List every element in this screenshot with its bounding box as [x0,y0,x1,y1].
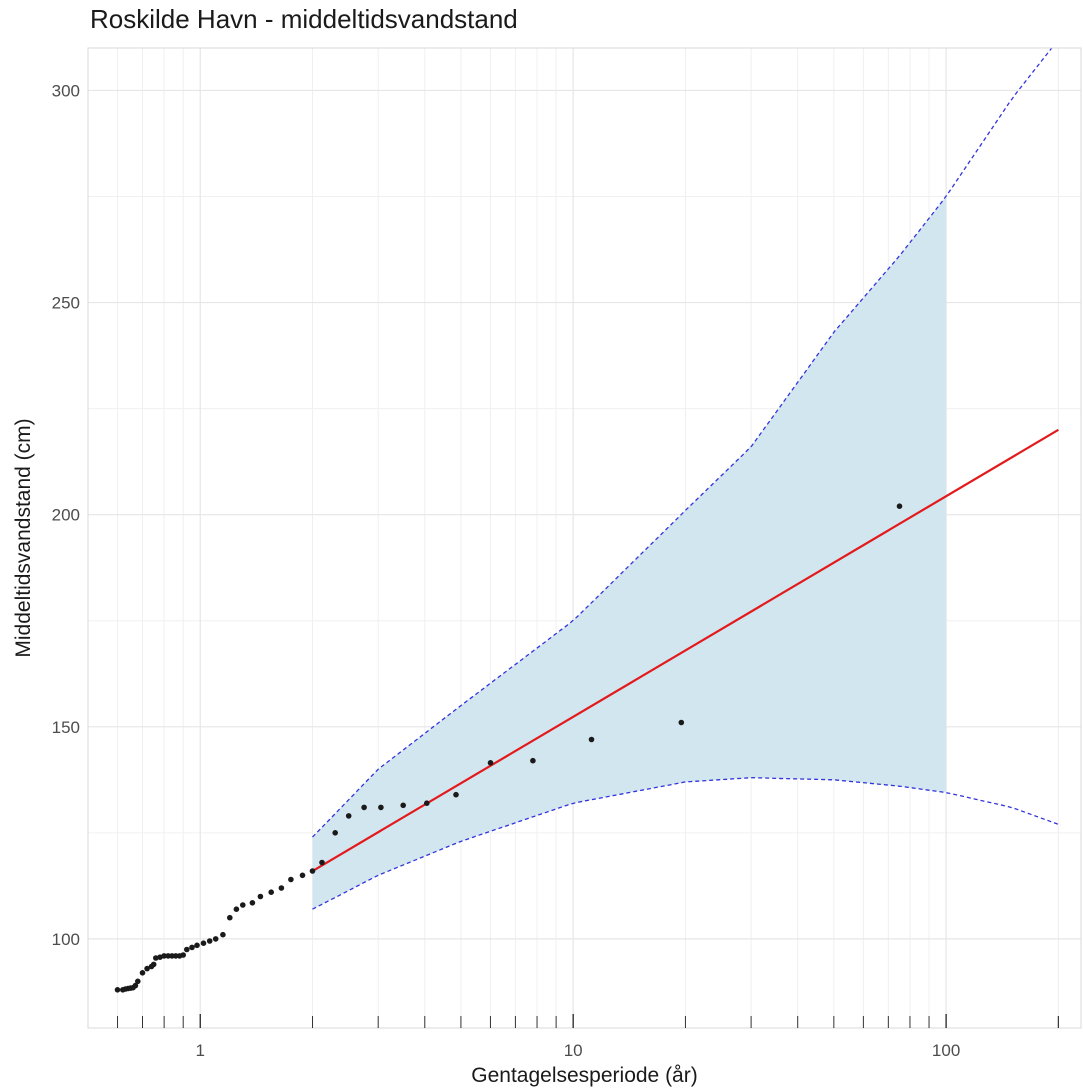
y-tick-label: 200 [52,506,80,525]
data-point [150,961,157,968]
data-point [144,965,150,972]
y-tick-label: 100 [52,930,80,949]
data-point [309,868,316,874]
y-tick-label: 300 [52,81,80,100]
data-point [487,760,494,766]
x-tick-label: 100 [932,1041,960,1060]
x-tick-label: 1 [196,1041,205,1060]
data-point [189,944,195,951]
data-point [153,955,159,961]
data-point [200,940,207,946]
data-point [220,931,226,938]
point-layer [114,503,903,993]
data-point [165,953,171,959]
fit-line [311,428,1059,872]
data-point [332,830,339,836]
data-point [114,987,121,993]
ci-upper-line [312,48,1053,838]
data-point [184,946,190,953]
data-point [361,804,367,811]
data-point [132,982,139,989]
data-point [257,893,264,900]
data-point [135,978,141,985]
data-point [400,802,407,809]
data-point [288,876,294,883]
data-point [194,942,200,949]
data-point [319,859,325,866]
data-point [206,938,213,944]
y-tick-label: 150 [52,718,80,737]
data-point [278,885,285,891]
data-point [227,914,233,921]
data-point [588,736,595,743]
chart-title: Roskilde Havn - middeltidsvandstand [90,4,518,34]
data-point [233,906,240,912]
ci-band-layer [312,196,947,910]
data-point [345,813,352,819]
data-point [453,791,459,798]
data-point [678,719,685,726]
data-point [249,900,256,906]
data-point [896,503,903,510]
x-axis-title: Gentagelsesperiode (år) [471,1064,697,1087]
ci-lower-line [312,777,1059,910]
ci-band [312,196,947,910]
axis-layer: 100 150 200 250 300 1 10 100 [52,81,1059,1060]
x-tick-label: 10 [564,1041,583,1060]
y-tick-label: 250 [52,294,80,313]
data-point [240,902,246,908]
data-point [212,936,219,942]
panel-border [87,47,1082,1029]
data-point [180,952,186,958]
y-axis-title: Middeltidsvandstand (cm) [12,418,35,657]
data-point [378,804,384,811]
data-point [424,800,430,806]
data-point [530,757,536,764]
data-point [161,953,167,959]
data-point [299,872,306,879]
fit-line-layer [311,48,1059,910]
data-point [268,889,275,895]
data-point [139,970,146,976]
